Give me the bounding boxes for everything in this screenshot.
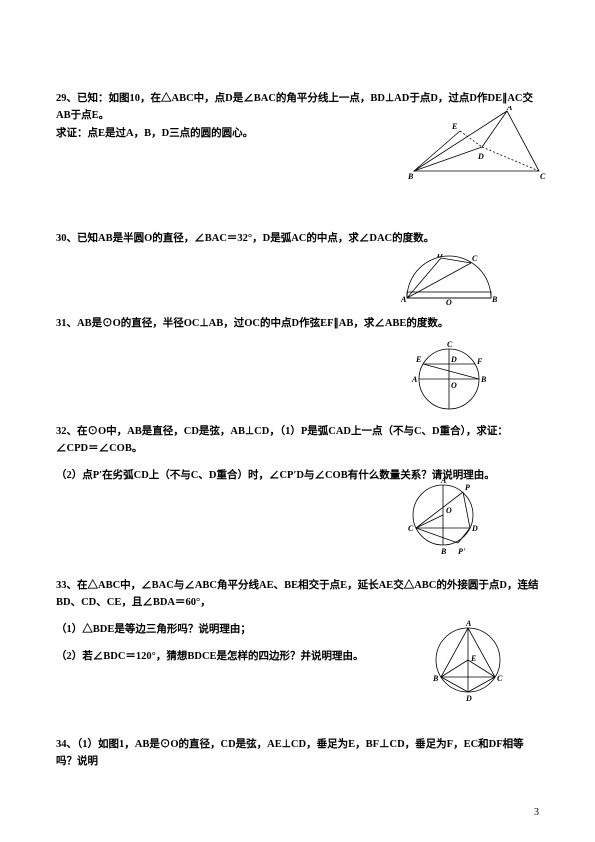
label-A: A [440,476,447,485]
label-D: D [450,355,457,364]
problem-34: 34、（1）如图1，AB是⊙O的直径，CD是弦，AE⊥CD，垂足为E，BF⊥CD… [56,736,539,771]
label-C: C [540,172,546,181]
problem-33-line1: 33、在△ABC中，∠BAC与∠ABC角平分线AE、BE相交于点E，延长AE交△… [56,577,539,612]
label-B: B [432,674,439,683]
problem-32: 32、在⊙O中，AB是直径，CD是弦，AB⊥CD，（1）P是弧CAD上一点（不与… [56,423,539,563]
label-B: B [407,172,414,181]
page-container: 29、已知：如图10，在△ABC中，点D是∠BAC的角平分线上一点，BD⊥AD于… [0,0,595,824]
label-E: E [470,654,476,663]
label-D: D [436,254,443,259]
label-C: C [497,674,503,683]
label-O: O [446,506,452,515]
problem-29: 29、已知：如图10，在△ABC中，点D是∠BAC的角平分线上一点，BD⊥AD于… [56,90,539,216]
label-C: C [447,340,453,349]
problem-34-line1: 34、（1）如图1，AB是⊙O的直径，CD是弦，AE⊥CD，垂足为E，BF⊥CD… [56,736,539,771]
label-D: D [477,152,484,161]
label-P: P [465,483,470,492]
problem-32-figure: A B C D O P P' [403,475,489,561]
label-A: A [506,106,513,112]
page-number: 3 [534,807,539,818]
label-A: A [465,619,472,628]
problem-31: 31、AB是⊙O的直径，半径OC⊥AB，过OC的中点D作弦EF∥AB，求∠ABE… [56,315,539,408]
label-D: D [465,694,472,701]
label-F: F [476,357,483,366]
label-E: E [451,122,457,131]
label-Pp: P' [458,547,466,556]
label-B: B [480,375,487,384]
problem-30-line1: 30、已知AB是半圆O的直径，∠BAC＝32°，D是弧AC的中点，求∠DAC的度… [56,230,539,247]
label-D: D [471,524,478,533]
label-A: A [411,375,418,384]
problem-32-line1: 32、在⊙O中，AB是直径，CD是弦，AB⊥CD，（1）P是弧CAD上一点（不与… [56,423,539,458]
problem-33: 33、在△ABC中，∠BAC与∠ABC角平分线AE、BE相交于点E，延长AE交△… [56,577,539,722]
label-C: C [408,524,414,533]
problem-31-figure: A B C D E F O [409,339,489,417]
label-O: O [451,381,457,390]
problem-30-figure: A B C D O [399,254,499,306]
label-A: A [400,295,407,304]
problem-33-figure: A B C D E [427,619,509,701]
problem-30: 30、已知AB是半圆O的直径，∠BAC＝32°，D是弧AC的中点，求∠DAC的度… [56,230,539,301]
problem-29-figure: A B C D E [404,106,549,188]
label-B: B [491,295,498,304]
label-O: O [446,298,452,306]
problem-31-line1: 31、AB是⊙O的直径，半径OC⊥AB，过OC的中点D作弦EF∥AB，求∠ABE… [56,315,539,332]
label-C: C [472,254,478,263]
label-E: E [415,355,421,364]
label-B: B [440,547,447,556]
